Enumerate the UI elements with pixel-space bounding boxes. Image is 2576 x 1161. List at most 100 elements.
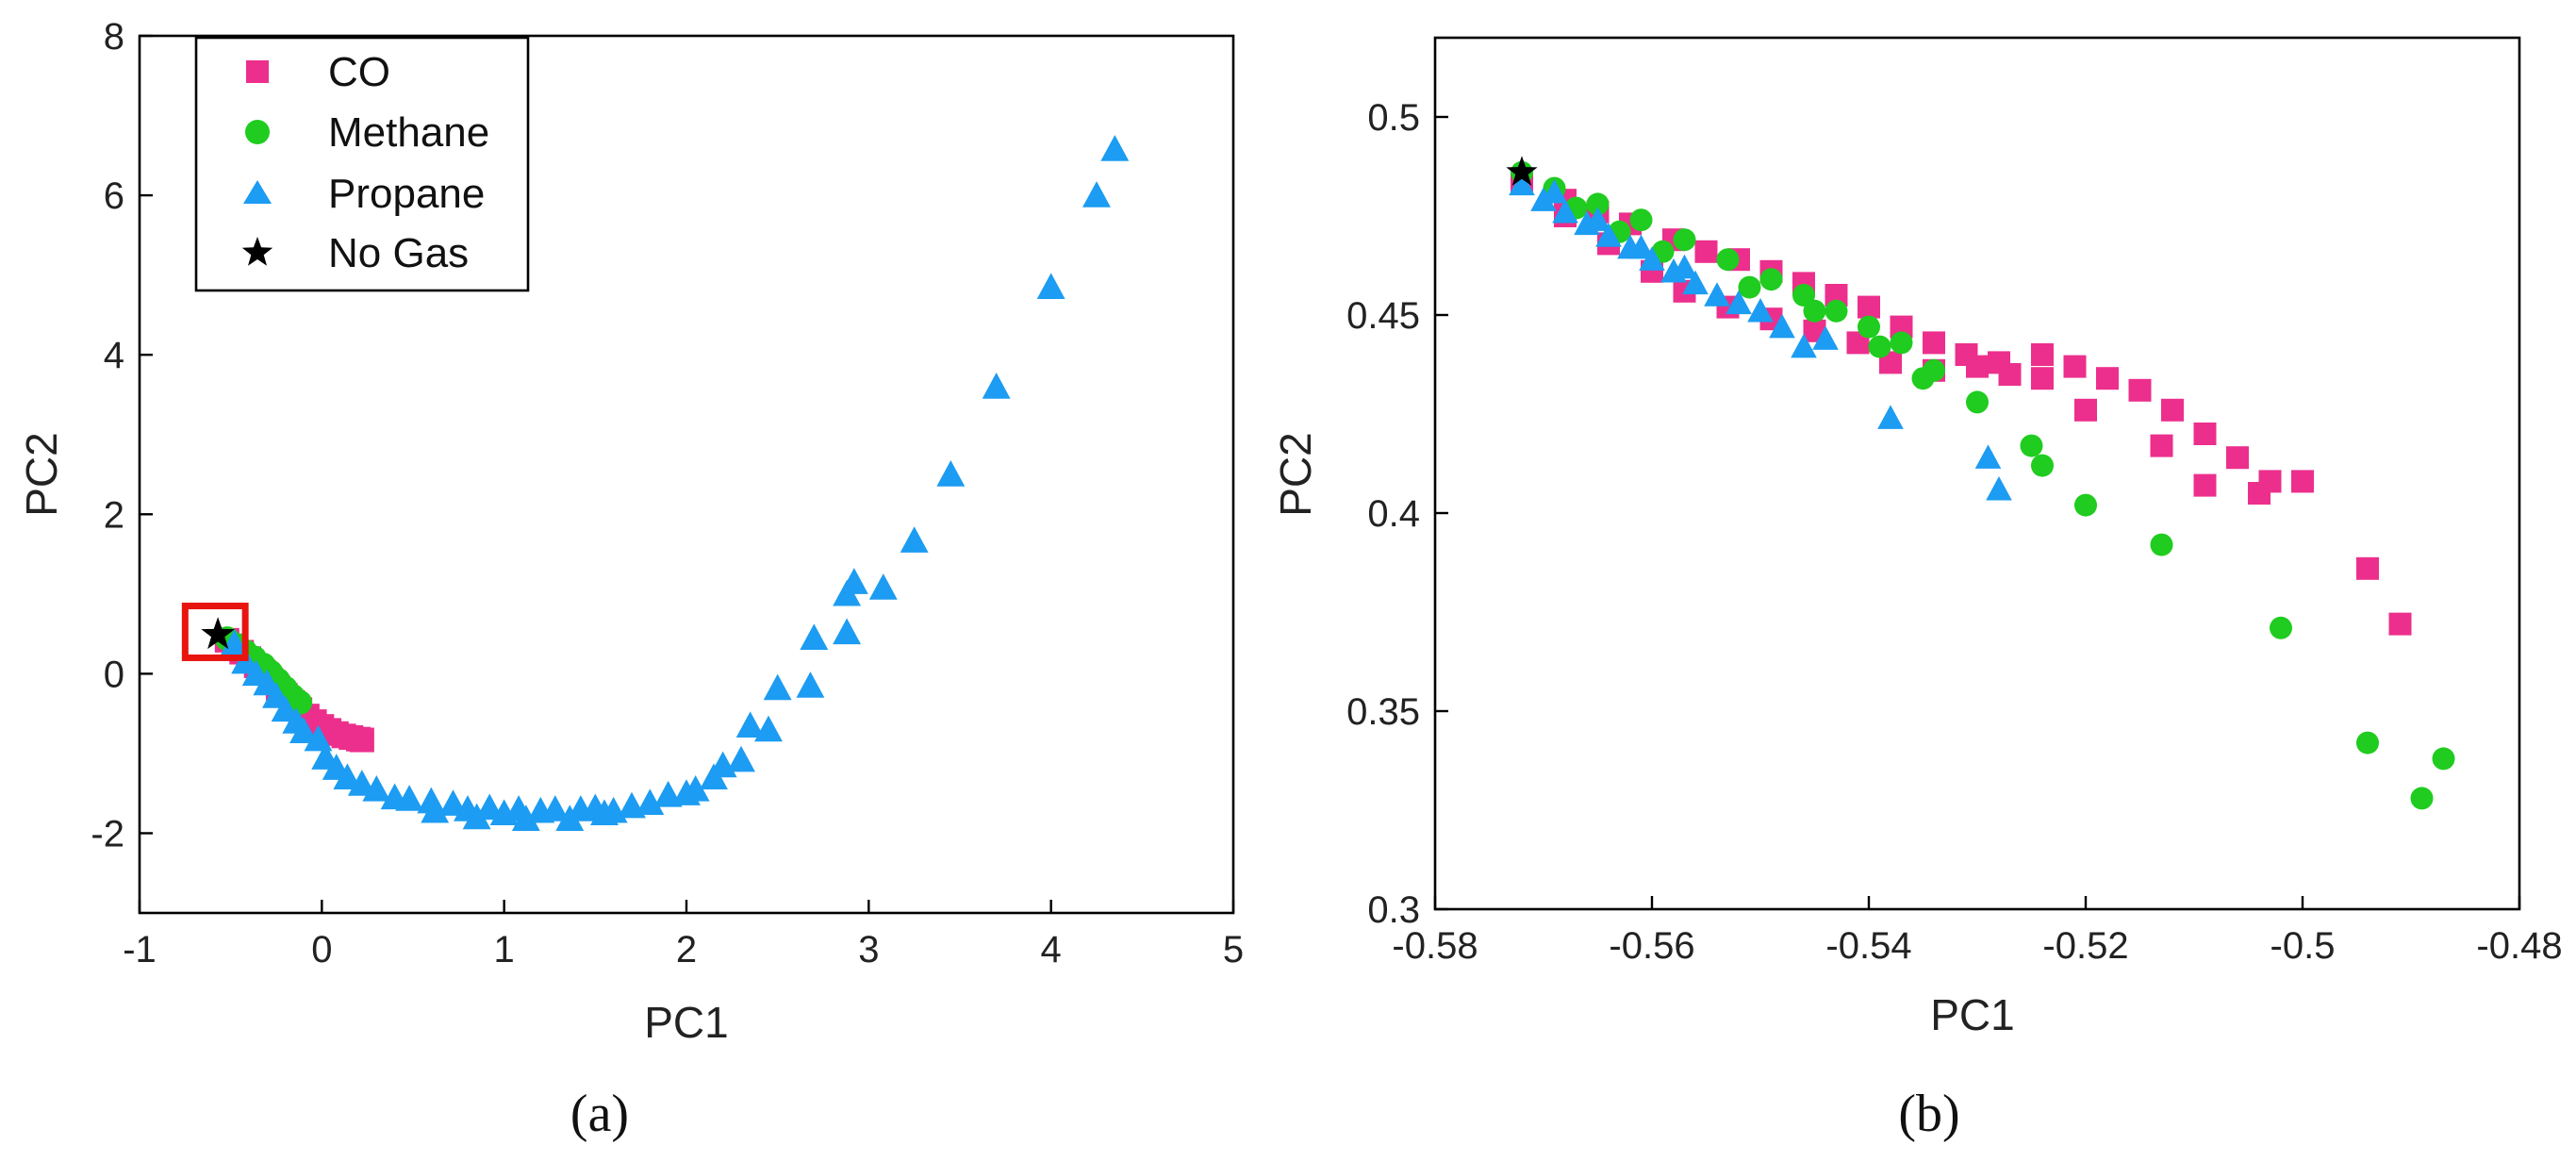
panel-a-x-tick-label: -1 [123, 929, 157, 970]
panel-b-methane-point [1966, 390, 1989, 414]
panel-b-methane-point [1673, 228, 1696, 252]
panel-a-y-tick-label: 8 [104, 16, 124, 58]
panel-a-propane-point [1082, 181, 1111, 207]
panel-b-x-tick-label: -0.54 [1825, 925, 1911, 967]
panel-b-propane-point [1682, 270, 1709, 295]
panel-a-propane-point [796, 672, 825, 698]
panel-a-propane-point [763, 673, 792, 701]
panel-b-propane-point [1541, 179, 1568, 204]
panel-a-x-axis-title: PC1 [644, 998, 728, 1047]
panel-a-methane-point [288, 689, 313, 715]
panel-b-propane-point [1627, 234, 1655, 259]
panel-b-ticks: -0.58 -0.56 -0.54 -0.52 -0.5 -0.48 0.3 0.35 0.4 0… [1346, 97, 2562, 967]
legend-label-co: CO [328, 49, 390, 95]
panel-a-x-tick-label: 4 [1041, 929, 1062, 970]
panel-b-co-point [2161, 398, 2184, 422]
panel-a-ticks: -1 0 1 2 3 4 5 -2 0 2 4 6 8 [91, 16, 1244, 970]
panel-b-x-tick-label: -0.52 [2042, 925, 2128, 967]
panel-b-y-tick-label: 0.3 [1367, 889, 1420, 931]
panel-b-co-point [2226, 446, 2249, 470]
panel-b-methane-point [2020, 434, 2043, 457]
panel-b-y-tick-label: 0.35 [1346, 691, 1420, 733]
panel-b-propane-point [1726, 290, 1752, 315]
panel-a-propane-point [868, 573, 898, 600]
legend-marker-propane-triangle [243, 180, 272, 204]
panel-a-propane-point [421, 796, 450, 823]
panel-a-x-tick-label: 3 [858, 929, 879, 970]
panel-b-methane-point [2031, 454, 2054, 477]
panel-b-co-point [2128, 378, 2152, 402]
panel-b-co-point [2356, 556, 2379, 580]
panel-a-propane-point [462, 803, 491, 830]
panel-a-propane-point [900, 526, 929, 553]
panel-b-co-point [2096, 367, 2119, 390]
panel-b-y-axis-title: PC2 [1271, 432, 1320, 516]
panel-b-co-point [1694, 240, 1718, 263]
panel-b-plot-frame [1433, 36, 2521, 911]
panel-b-methane-point [1716, 248, 1740, 272]
panel-a-y-tick-label: 2 [104, 494, 124, 536]
panel-b-x-tick-label: -0.48 [2476, 925, 2562, 967]
panel-b-x-tick-label: -0.56 [1609, 925, 1694, 967]
panel-b-methane-point [1629, 208, 1653, 232]
panel-b-propane-point [1812, 325, 1839, 350]
panel-a-y-tick-label: 4 [104, 335, 124, 376]
panel-b-methane-point [1825, 299, 1848, 323]
panel-a-x-tick-label: 0 [311, 929, 332, 970]
panel-a-highlight-box [181, 603, 249, 661]
panel-a-propane-point [754, 715, 783, 742]
panel-a-propane-point [1100, 135, 1130, 161]
legend-marker-co-square [246, 60, 269, 83]
panel-a-propane-point [289, 717, 318, 743]
panel-b-methane-point [2410, 787, 2434, 810]
panel-b-y-tick-label: 0.4 [1367, 493, 1420, 535]
panel-b-methane-point [1911, 367, 1935, 390]
panel-b-propane-point [1877, 405, 1904, 429]
panel-a-propane-point [511, 804, 540, 831]
panel-a-x-tick-label: 2 [676, 929, 697, 970]
panel-a-propane-point [727, 745, 755, 772]
panel-b-points [1506, 156, 2455, 810]
panel-a-y-axis-title: PC2 [17, 432, 66, 516]
panel-b-methane-point [1858, 315, 1880, 339]
panel-b-propane-point [1552, 199, 1578, 224]
panel-a-propane-point [220, 629, 249, 655]
panel-b-x-tick-label: -0.58 [1392, 925, 1478, 967]
panel-a-x-tick-label: 5 [1223, 929, 1244, 970]
panel-a-legend: CO Methane Propane No Gas [194, 36, 530, 292]
panel-a-y-tick-label: 6 [104, 175, 124, 217]
panel-b-propane-point [1974, 444, 2002, 469]
panel-a-chart: -1 0 1 2 3 4 5 -2 0 2 4 6 8 PC1 PC2 CO Methane Propa… [17, 16, 1244, 1143]
legend-label-methane: Methane [328, 109, 489, 156]
panel-b-propane-point [1747, 298, 1774, 323]
panel-b-co-point [2150, 434, 2173, 457]
panel-b-propane-point [1595, 223, 1622, 247]
panel-a-co-point [349, 727, 374, 753]
panel-b-propane-point [1584, 207, 1611, 231]
panel-b-co-point [2193, 473, 2217, 497]
panel-a-propane-point [982, 373, 1011, 399]
panel-b-co-point [2031, 367, 2054, 390]
panel-b-methane-point [2432, 747, 2455, 771]
panel-b-methane-point [2074, 493, 2097, 517]
panel-b-methane-point [2150, 533, 2173, 556]
panel-b-co-point [2074, 398, 2097, 422]
panel-a-propane-point [333, 763, 362, 789]
panel-b-propane-point [1769, 313, 1795, 339]
panel-a-no-gas-point [201, 617, 235, 650]
panel-b-x-axis-title: PC1 [1930, 990, 2014, 1039]
panel-a-propane-point [833, 618, 862, 645]
panel-b-co-point [1858, 295, 1880, 319]
panel-b-propane-point [1671, 254, 1698, 279]
panel-a-propane-point [681, 775, 710, 802]
panel-a-propane-point [540, 795, 570, 821]
panel-b-y-tick-label: 0.45 [1346, 295, 1420, 337]
panel-b-methane-point [1868, 335, 1891, 358]
panel-a-propane-point [636, 788, 665, 816]
panel-a-propane-point [395, 785, 424, 811]
panel-a-x-tick-label: 1 [494, 929, 515, 970]
panel-b-chart: -0.58 -0.56 -0.54 -0.52 -0.5 -0.48 0.3 0.35 0.4 0… [1271, 36, 2563, 1143]
panel-b-methane-point [1890, 331, 1913, 355]
legend-marker-methane-circle [245, 120, 270, 144]
